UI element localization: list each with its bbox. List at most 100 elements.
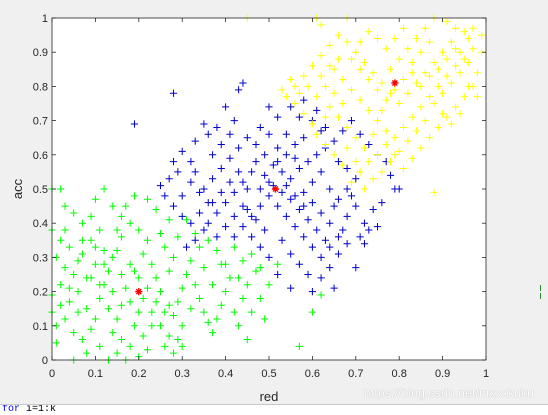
data-point: [469, 24, 477, 32]
data-point: [339, 99, 347, 108]
data-point: [404, 137, 412, 145]
y-tick-label: 0.3: [33, 252, 48, 264]
data-point: [365, 75, 373, 84]
data-point: [404, 45, 412, 53]
data-point: [343, 185, 351, 193]
data-point: [261, 226, 269, 234]
data-point: [182, 243, 191, 251]
series-0: [48, 185, 325, 364]
data-point: [91, 260, 99, 268]
data-point: [187, 219, 195, 227]
data-point: [235, 144, 243, 152]
data-point: [295, 205, 303, 214]
data-point: [143, 284, 152, 292]
data-point: [287, 103, 295, 111]
data-point: [239, 294, 247, 303]
data-point: [117, 270, 126, 279]
x-tick-label: 0.6: [305, 368, 320, 380]
data-point: [148, 308, 156, 316]
data-point: [152, 274, 160, 282]
data-point: [347, 117, 356, 125]
data-point: [347, 192, 356, 200]
data-point: [91, 195, 99, 203]
data-point: [287, 175, 295, 183]
data-point: [239, 223, 247, 231]
data-point: [452, 24, 460, 32]
data-point: [113, 349, 121, 357]
data-point: [178, 147, 186, 155]
data-point: [261, 171, 269, 179]
data-point: [230, 117, 238, 125]
x-tick-label: 0.3: [175, 368, 190, 380]
data-point: [317, 168, 325, 176]
data-point: [326, 41, 334, 49]
data-point: [317, 52, 325, 60]
data-point: [408, 69, 416, 77]
data-point: [274, 144, 282, 152]
code-editor-strip[interactable]: for i=1:k: [0, 404, 548, 415]
data-point: [295, 260, 303, 268]
data-point: [126, 298, 134, 306]
data-point: [226, 274, 234, 282]
data-point: [52, 339, 60, 347]
data-point: [356, 168, 364, 176]
data-point: [313, 93, 321, 101]
x-tick-label: 0.9: [435, 368, 450, 380]
data-point: [96, 294, 104, 303]
data-point: [360, 58, 369, 67]
data-point: [343, 38, 351, 46]
data-point: [230, 243, 238, 251]
data-point: [365, 28, 373, 36]
data-point: [330, 89, 338, 97]
data-point: [300, 96, 308, 104]
data-point: [447, 120, 455, 128]
data-point: [274, 158, 282, 166]
data-point: [96, 342, 104, 350]
data-point: [321, 236, 330, 244]
watermark: https://blog.csdn.net/mxxxkuku: [363, 386, 534, 400]
data-point: [282, 181, 290, 190]
data-point: [347, 86, 356, 94]
data-point: [278, 236, 286, 244]
data-point: [360, 219, 369, 227]
data-point: [417, 103, 425, 111]
data-point: [274, 113, 282, 121]
data-point: [83, 349, 91, 357]
data-point: [434, 123, 442, 132]
data-point: [217, 140, 225, 149]
data-point: [78, 219, 86, 227]
data-point: [187, 178, 195, 186]
data-point: [96, 281, 104, 289]
data-point: [235, 322, 243, 330]
data-point: [326, 264, 334, 272]
data-point: [243, 205, 251, 214]
data-point: [360, 144, 369, 152]
data-point: [143, 346, 152, 354]
data-point: [313, 151, 321, 159]
data-point: [126, 260, 134, 268]
data-point: [356, 38, 364, 46]
data-point: [156, 322, 165, 330]
data-point: [317, 21, 325, 29]
data-point: [334, 55, 343, 63]
data-point: [265, 178, 273, 186]
y-tick-label: 0.8: [33, 81, 48, 93]
data-point: [178, 192, 186, 200]
x-tick-label: 0.4: [218, 368, 233, 380]
data-point: [252, 158, 260, 166]
data-point: [313, 226, 321, 234]
data-point: [408, 113, 416, 121]
data-point: [378, 79, 386, 87]
data-point: [87, 274, 95, 282]
code-keyword: for: [2, 404, 21, 415]
data-point: [195, 188, 204, 197]
data-point: [261, 151, 269, 159]
data-point: [195, 294, 204, 303]
data-point: [65, 243, 73, 251]
data-point: [308, 243, 316, 251]
data-point: [430, 99, 438, 108]
data-point: [356, 233, 364, 241]
data-point: [143, 236, 152, 244]
data-point: [378, 199, 386, 207]
data-point: [243, 134, 251, 142]
